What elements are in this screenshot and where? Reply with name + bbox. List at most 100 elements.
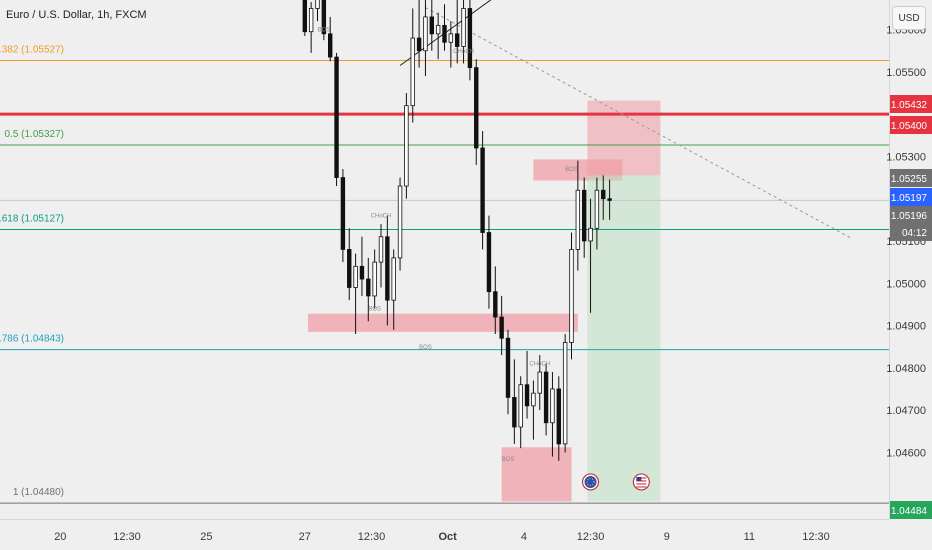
candle-body-24 (454, 33, 460, 47)
trend-line-1[interactable] (399, 0, 495, 66)
x-tick-2: 25 (200, 531, 212, 543)
trendlines-layer (399, 0, 852, 239)
price-label-5: 04:12 (902, 228, 927, 239)
x-tick-7: 12:30 (577, 531, 605, 543)
x-axis[interactable]: 20 12:30 25 27 12:30 Oct 4 12:30 9 11 12:30 (54, 531, 830, 543)
price-label-bg-0 (890, 95, 932, 113)
eu-flag-icon-stars (586, 477, 595, 486)
candle-body-18 (416, 37, 422, 52)
candle-body-10 (366, 278, 371, 297)
us-flag-icon[interactable] (632, 473, 650, 491)
structure-label-2: CHoCH (453, 49, 474, 55)
price-label-bg-6 (890, 501, 932, 519)
candle-body-35 (524, 384, 530, 407)
price-label-2: 1.05255 (891, 174, 928, 185)
x-tick-5: Oct (439, 531, 458, 543)
candle-body-14 (391, 257, 396, 301)
price-label-6: 1.04484 (891, 506, 928, 517)
candle-body-27 (474, 67, 479, 149)
candle-body-9 (359, 265, 365, 280)
structure-label-8: BOS (502, 457, 515, 463)
y-tick-7: 1.04700 (886, 405, 926, 417)
candle-body-0 (302, 0, 307, 33)
structure-label-4: BOS (368, 307, 381, 313)
candle-body-23 (448, 33, 454, 43)
candle-body-16 (404, 105, 409, 187)
x-tick-9: 11 (744, 531, 755, 543)
candle-body-26 (467, 8, 473, 69)
x-tick-8: 9 (664, 531, 670, 543)
y-tick-2: 1.05300 (886, 151, 926, 163)
candle-body-6 (340, 177, 346, 250)
candle-body-48 (607, 198, 612, 201)
structure-label-7: BOS (565, 167, 578, 173)
x-tick-0: 20 (54, 531, 66, 543)
y-tick-4: 1.05000 (886, 278, 926, 290)
candle-body-29 (486, 232, 492, 293)
fib-label-4: 1 (1.04480) (13, 487, 64, 498)
price-label-bg-5 (890, 223, 932, 241)
price-labels: 1.05432 1.05400 1.05255 1.05197 1.05196 04:12… (890, 95, 932, 519)
candle-body-28 (480, 147, 485, 233)
eu-flag-icon[interactable] (581, 473, 600, 491)
candle-body-15 (397, 185, 403, 259)
currency-button[interactable]: USD (892, 6, 926, 30)
candle-body-38 (543, 371, 549, 424)
levels-layer: 0.382 (1.05527) 0.5 (1.05327) 0.618 (1.051… (0, 44, 889, 504)
candle-body-46 (594, 189, 600, 229)
structure-label-6: CHoCH (529, 362, 550, 368)
candle-body-43 (575, 189, 581, 250)
x-tick-3: 27 (299, 531, 311, 543)
candle-body-37 (537, 371, 542, 394)
symbol-title[interactable]: Euro / U.S. Dollar, 1h, FXCM (6, 9, 147, 21)
zone-supply-0[interactable] (307, 313, 578, 332)
candle-body-12 (378, 236, 384, 263)
candle-body-19 (423, 16, 428, 52)
price-label-bg-4 (890, 206, 932, 224)
candle-body-20 (429, 16, 434, 35)
eu-flag-icon-field (584, 475, 597, 488)
candle-body-3 (321, 0, 327, 35)
fib-label-2: 0.618 (1.05127) (0, 214, 64, 225)
candle-body-2 (315, 0, 320, 9)
candle-body-4 (327, 33, 333, 58)
candles-layer (302, 0, 612, 461)
trend-line-0[interactable] (425, 7, 852, 239)
x-tick-4: 12:30 (358, 531, 386, 543)
price-label-4: 1.05196 (891, 211, 928, 222)
structure-label-5: BOS (419, 345, 432, 351)
zone-stop-3[interactable] (587, 100, 661, 176)
event-icons-layer (581, 473, 650, 491)
price-label-bg-2 (890, 169, 932, 187)
candle-body-25 (461, 8, 466, 47)
candle-body-31 (499, 316, 504, 339)
zone-demand-1[interactable] (501, 447, 572, 502)
x-tick-1: 12:30 (113, 531, 141, 543)
structure-labels-layer: CHoCHBOSCHoCHCHoCHBOSBOSCHoCHBOSBOS (318, 28, 578, 463)
candle-body-30 (493, 291, 498, 318)
fib-label-3: 0.786 (1.04843) (0, 334, 64, 345)
x-tick-6: 4 (521, 531, 527, 543)
candle-body-33 (512, 396, 517, 428)
candle-body-41 (562, 342, 568, 445)
candle-body-45 (588, 227, 593, 242)
us-flag-icon-canton (636, 476, 642, 481)
y-tick-6: 1.04800 (886, 363, 926, 375)
fib-label-1: 0.5 (1.05327) (5, 129, 65, 140)
candle-body-1 (308, 8, 314, 33)
candle-body-22 (442, 24, 447, 43)
y-tick-8: 1.04600 (886, 447, 926, 459)
candle-body-36 (531, 392, 536, 407)
structure-label-3: CHoCH (371, 214, 392, 220)
candle-body-42 (569, 249, 574, 343)
price-label-0: 1.05432 (891, 100, 928, 111)
candle-body-5 (334, 56, 339, 178)
structure-label-1: BOS (318, 28, 331, 34)
candle-body-17 (410, 37, 415, 107)
price-label-bg-3 (890, 188, 932, 206)
candle-body-11 (372, 261, 377, 297)
candle-body-44 (582, 189, 587, 242)
candle-body-34 (518, 384, 523, 428)
